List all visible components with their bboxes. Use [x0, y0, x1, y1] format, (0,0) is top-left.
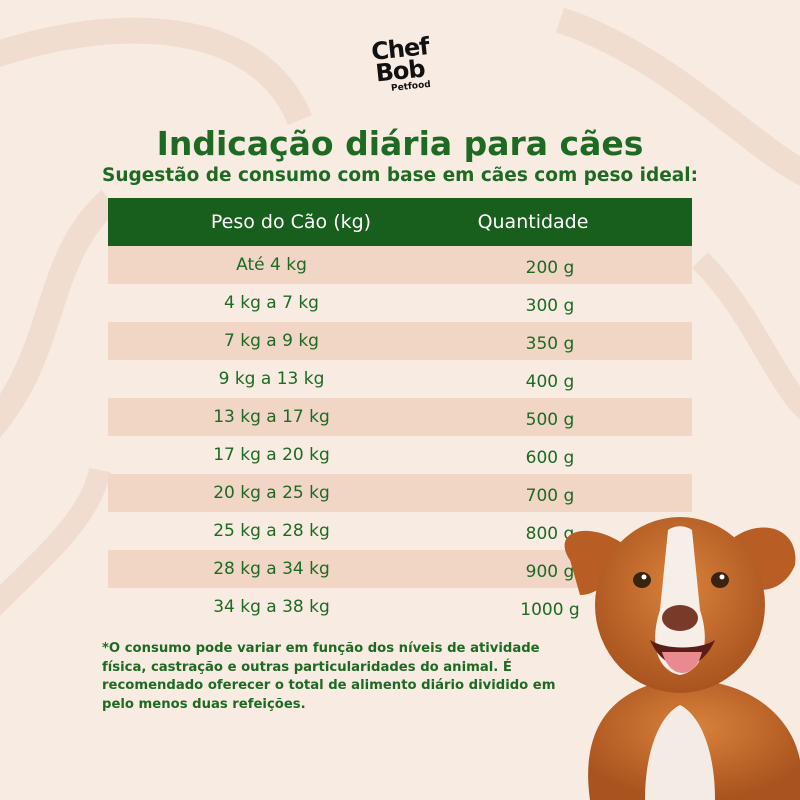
quantity-cell: 300 g [525, 296, 575, 316]
weight-cell: 7 kg a 9 kg [224, 331, 319, 351]
quantity-cell: 1000 g [520, 600, 580, 620]
weight-cell: 28 kg a 34 kg [213, 559, 330, 579]
table-row: 34 kg a 38 kg 1000 g [108, 588, 692, 626]
table-header: Peso do Cão (kg) Quantidade [108, 198, 692, 246]
weight-cell: 9 kg a 13 kg [218, 369, 325, 389]
header-weight: Peso do Cão (kg) [210, 211, 372, 233]
table-row: 25 kg a 28 kg 800 g [108, 512, 692, 550]
quantity-cell: 200 g [525, 258, 575, 278]
weight-cell: 20 kg a 25 kg [213, 483, 330, 503]
weight-cell: 17 kg a 20 kg [213, 445, 330, 465]
table-row: 4 kg a 7 kg 300 g [108, 284, 692, 322]
table-row: 20 kg a 25 kg 700 g [108, 474, 692, 512]
table-row: 13 kg a 17 kg 500 g [108, 398, 692, 436]
quantity-cell: 500 g [525, 410, 575, 430]
brand-logo: Chef Bob Petfood [360, 32, 440, 100]
table-row: 7 kg a 9 kg 350 g [108, 322, 692, 360]
footnote: *O consumo pode variar em função dos nív… [102, 641, 556, 712]
dog-photo [564, 517, 800, 800]
page-subtitle: Sugestão de consumo com base em cães com… [102, 165, 698, 186]
header-quantity: Quantidade [477, 211, 589, 233]
weight-cell: 4 kg a 7 kg [224, 293, 319, 313]
quantity-cell: 600 g [525, 448, 575, 468]
weight-cell: 34 kg a 38 kg [213, 597, 330, 617]
weight-cell: Até 4 kg [236, 255, 307, 275]
table-row: 9 kg a 13 kg 400 g [108, 360, 692, 398]
quantity-cell: 400 g [525, 372, 575, 392]
weight-cell: 13 kg a 17 kg [213, 407, 330, 427]
quantity-cell: 900 g [525, 562, 575, 582]
table-row: Até 4 kg 200 g [108, 246, 692, 284]
quantity-cell: 800 g [525, 524, 575, 544]
feeding-table: Peso do Cão (kg) Quantidade Até 4 kg 200… [108, 198, 692, 626]
page-title: Indicação diária para cães [156, 124, 644, 163]
quantity-cell: 350 g [525, 334, 575, 354]
weight-cell: 25 kg a 28 kg [213, 521, 330, 541]
quantity-cell: 700 g [525, 486, 575, 506]
table-row: 17 kg a 20 kg 600 g [108, 436, 692, 474]
